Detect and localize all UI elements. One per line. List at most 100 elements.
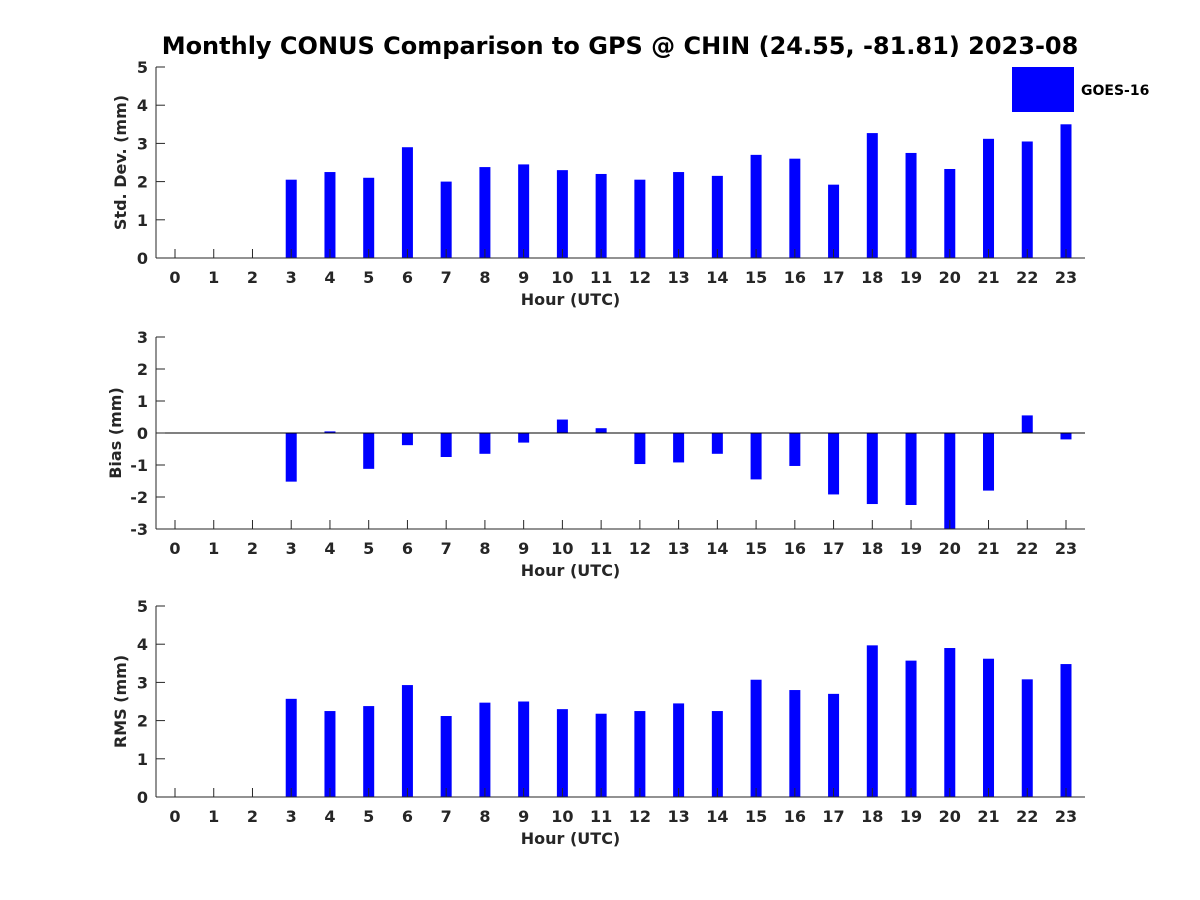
bar-hour-10 [556,419,568,433]
x-tick-label: 12 [629,539,651,558]
bar-hour-6 [401,433,413,446]
bar-hour-5 [363,706,375,797]
x-tick-label: 12 [629,268,651,287]
y-tick-label: 4 [137,96,148,115]
y-axis-label: Std. Dev. (mm) [111,95,130,230]
x-tick-label: 22 [1016,268,1038,287]
x-tick-label: 23 [1055,268,1077,287]
y-axis-label: Bias (mm) [106,387,125,479]
bar-hour-22 [1021,141,1033,258]
x-tick-label: 18 [861,539,883,558]
bar-hour-3 [285,698,297,797]
bar-hour-9 [518,433,530,443]
bar-hour-18 [866,133,878,258]
x-tick-label: 17 [822,539,844,558]
x-tick-label: 11 [590,807,612,826]
x-tick-label: 21 [977,807,999,826]
x-tick-label: 15 [745,539,767,558]
bar-hour-13 [673,703,685,797]
bar-hour-14 [711,711,723,797]
x-tick-label: 6 [402,807,413,826]
bar-hour-18 [866,645,878,797]
x-tick-label: 17 [822,807,844,826]
x-tick-label: 15 [745,807,767,826]
bar-hour-8 [479,433,491,454]
x-tick-label: 11 [590,268,612,287]
x-tick-label: 23 [1055,807,1077,826]
x-tick-label: 23 [1055,539,1077,558]
y-tick-label: -2 [130,488,148,507]
chart-title: Monthly CONUS Comparison to GPS @ CHIN (… [162,32,1079,60]
x-tick-label: 9 [518,539,529,558]
x-tick-label: 11 [590,539,612,558]
x-tick-label: 8 [479,807,490,826]
bar-hour-4 [324,431,336,433]
bar-hour-19 [905,152,917,258]
bar-hour-13 [673,172,685,258]
bar-hour-22 [1021,679,1033,797]
bar-hour-20 [944,433,956,529]
bar-hour-20 [944,648,956,797]
bar-hour-20 [944,168,956,258]
x-tick-label: 3 [286,807,297,826]
x-tick-label: 9 [518,268,529,287]
bar-hour-21 [983,433,995,491]
bar-hour-14 [711,433,723,454]
bar-hour-12 [634,711,646,797]
bar-hour-11 [595,173,607,258]
x-tick-label: 20 [939,539,961,558]
x-axis-label: Hour (UTC) [521,561,621,580]
bar-hour-15 [750,154,762,258]
x-tick-label: 13 [667,539,689,558]
bar-hour-4 [324,172,336,258]
x-tick-label: 9 [518,807,529,826]
bar-hour-17 [828,184,840,258]
bar-hour-17 [828,433,840,495]
bar-hour-4 [324,711,336,797]
x-tick-label: 6 [402,539,413,558]
bar-hour-7 [440,433,452,457]
bar-hour-7 [440,181,452,258]
x-tick-label: 21 [977,539,999,558]
bar-hour-23 [1060,124,1072,258]
x-tick-label: 0 [169,268,180,287]
x-tick-label: 12 [629,807,651,826]
y-tick-label: 5 [137,58,148,77]
x-tick-label: 16 [784,807,806,826]
y-tick-label: 0 [137,788,148,807]
x-tick-label: 15 [745,268,767,287]
y-tick-label: 1 [137,750,148,769]
bar-hour-11 [595,713,607,797]
bar-hour-23 [1060,664,1072,797]
bar-hour-15 [750,433,762,480]
legend: GOES-16 [1012,67,1149,112]
x-tick-label: 17 [822,268,844,287]
y-tick-label: 2 [137,173,148,192]
y-tick-label: 0 [137,249,148,268]
bar-hour-14 [711,175,723,258]
bar-hour-5 [363,177,375,258]
x-tick-label: 14 [706,539,728,558]
x-tick-label: 3 [286,539,297,558]
x-tick-label: 1 [208,268,219,287]
y-axis-label: RMS (mm) [111,655,130,748]
x-tick-label: 10 [551,539,573,558]
y-tick-label: 0 [137,424,148,443]
x-axis-label: Hour (UTC) [521,290,621,309]
x-tick-label: 5 [363,539,374,558]
y-tick-label: 4 [137,635,148,654]
x-tick-label: 0 [169,539,180,558]
y-tick-label: -1 [130,456,148,475]
x-tick-label: 19 [900,268,922,287]
x-tick-label: 6 [402,268,413,287]
bar-hour-15 [750,679,762,797]
x-tick-label: 7 [441,539,452,558]
y-tick-label: 3 [137,134,148,153]
x-tick-label: 20 [939,268,961,287]
x-tick-label: 10 [551,268,573,287]
bar-hour-18 [866,433,878,505]
